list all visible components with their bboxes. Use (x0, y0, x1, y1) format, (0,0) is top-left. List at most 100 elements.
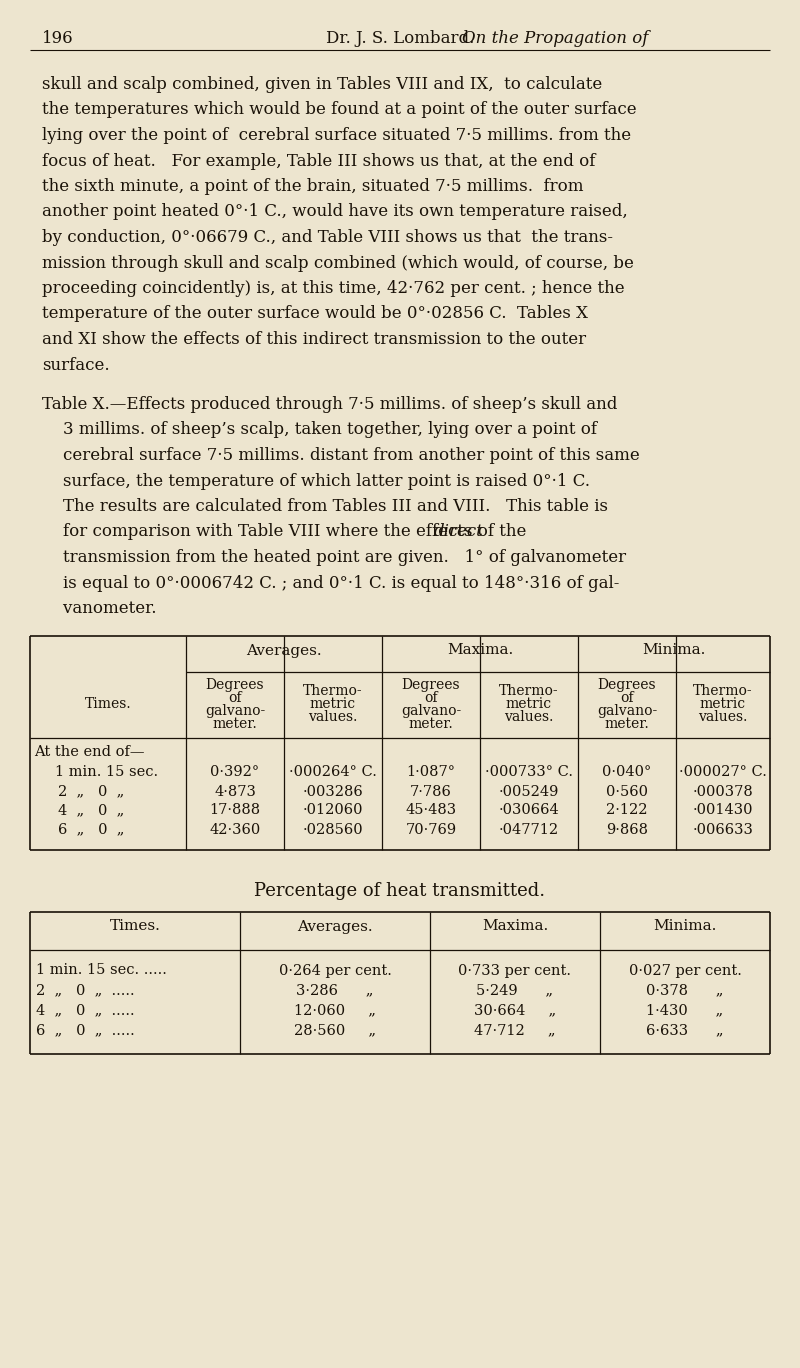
Text: 2·122: 2·122 (606, 803, 648, 818)
Text: ·001430: ·001430 (693, 803, 754, 818)
Text: Dr. J. S. Lombard.: Dr. J. S. Lombard. (326, 30, 474, 47)
Text: ·012060: ·012060 (302, 803, 363, 818)
Text: 70·769: 70·769 (406, 822, 457, 836)
Text: transmission from the heated point are given.   1° of galvanometer: transmission from the heated point are g… (42, 549, 626, 566)
Text: 0·264 per cent.: 0·264 per cent. (278, 963, 391, 978)
Text: cerebral surface 7·5 millims. distant from another point of this same: cerebral surface 7·5 millims. distant fr… (42, 447, 640, 464)
Text: metric: metric (506, 698, 552, 711)
Text: 196: 196 (42, 30, 74, 47)
Text: 28·560     „: 28·560 „ (294, 1023, 376, 1037)
Text: 0·027 per cent.: 0·027 per cent. (629, 963, 742, 978)
Text: Degrees: Degrees (402, 677, 460, 691)
Text: 47·712     „: 47·712 „ (474, 1023, 556, 1037)
Text: values.: values. (308, 710, 358, 724)
Text: Maxima.: Maxima. (482, 919, 548, 933)
Text: 4  „   0  „  .....: 4 „ 0 „ ..... (36, 1004, 134, 1018)
Text: 2  „   0  „: 2 „ 0 „ (58, 784, 124, 799)
Text: temperature of the outer surface would be 0°·02856 C.  Tables X: temperature of the outer surface would b… (42, 305, 588, 323)
Text: 1·087°: 1·087° (406, 766, 455, 780)
Text: is equal to 0°·0006742 C. ; and 0°·1 C. is equal to 148°·316 of gal-: is equal to 0°·0006742 C. ; and 0°·1 C. … (42, 575, 619, 591)
Text: 2  „   0  „  .....: 2 „ 0 „ ..... (36, 984, 134, 997)
Text: ·000378: ·000378 (693, 784, 754, 799)
Text: mission through skull and scalp combined (which would, of course, be: mission through skull and scalp combined… (42, 254, 634, 271)
Text: meter.: meter. (409, 717, 454, 731)
Text: 12·060     „: 12·060 „ (294, 1004, 376, 1018)
Text: At the end of—: At the end of— (34, 746, 145, 759)
Text: for comparison with Table VIII where the effects of the: for comparison with Table VIII where the… (42, 524, 532, 540)
Text: the temperatures which would be found at a point of the outer surface: the temperatures which would be found at… (42, 101, 637, 119)
Text: skull and scalp combined, given in Tables VIII and IX,  to calculate: skull and scalp combined, given in Table… (42, 77, 602, 93)
Text: 6  „   0  „  .....: 6 „ 0 „ ..... (36, 1023, 134, 1037)
Text: meter.: meter. (605, 717, 650, 731)
Text: 6  „   0  „: 6 „ 0 „ (58, 822, 124, 836)
Text: On the Propagation of: On the Propagation of (462, 30, 648, 47)
Text: Times.: Times. (110, 919, 161, 933)
Text: by conduction, 0°·06679 C., and Table VIII shows us that  the trans-: by conduction, 0°·06679 C., and Table VI… (42, 228, 613, 246)
Text: 6·633      „: 6·633 „ (646, 1023, 724, 1037)
Text: ·000027° C.: ·000027° C. (679, 766, 767, 780)
Text: galvano-: galvano- (205, 703, 265, 717)
Text: surface.: surface. (42, 357, 110, 373)
Text: 1 min. 15 sec.: 1 min. 15 sec. (55, 766, 158, 780)
Text: ·006633: ·006633 (693, 822, 754, 836)
Text: Averages.: Averages. (297, 919, 373, 933)
Text: 1·430      „: 1·430 „ (646, 1004, 723, 1018)
Text: 0·392°: 0·392° (210, 766, 259, 780)
Text: values.: values. (698, 710, 748, 724)
Text: surface, the temperature of which latter point is raised 0°·1 C.: surface, the temperature of which latter… (42, 472, 590, 490)
Text: 4·873: 4·873 (214, 784, 256, 799)
Text: galvano-: galvano- (597, 703, 657, 717)
Text: another point heated 0°·1 C., would have its own temperature raised,: another point heated 0°·1 C., would have… (42, 204, 628, 220)
Text: focus of heat.   For example, Table III shows us that, at the end of: focus of heat. For example, Table III sh… (42, 152, 595, 170)
Text: vanometer.: vanometer. (42, 601, 157, 617)
Text: ·028560: ·028560 (302, 822, 363, 836)
Text: values.: values. (504, 710, 554, 724)
Text: Maxima.: Maxima. (447, 643, 513, 658)
Text: 1 min. 15 sec. .....: 1 min. 15 sec. ..... (36, 963, 167, 978)
Text: Percentage of heat transmitted.: Percentage of heat transmitted. (254, 881, 546, 900)
Text: Thermo-: Thermo- (499, 684, 559, 698)
Text: metric: metric (310, 698, 356, 711)
Text: of: of (424, 691, 438, 705)
Text: Times.: Times. (85, 698, 131, 711)
Text: 42·360: 42·360 (210, 822, 261, 836)
Text: Degrees: Degrees (206, 677, 264, 691)
Text: 45·483: 45·483 (406, 803, 457, 818)
Text: galvano-: galvano- (401, 703, 461, 717)
Text: 0·378      „: 0·378 „ (646, 984, 724, 997)
Text: ·047712: ·047712 (499, 822, 559, 836)
Text: Thermo-: Thermo- (303, 684, 363, 698)
Text: 5·249      „: 5·249 „ (477, 984, 554, 997)
Text: the sixth minute, a point of the brain, situated 7·5 millims.  from: the sixth minute, a point of the brain, … (42, 178, 583, 196)
Text: 9·868: 9·868 (606, 822, 648, 836)
Text: lying over the point of  cerebral surface situated 7·5 millims. from the: lying over the point of cerebral surface… (42, 127, 631, 144)
Text: metric: metric (700, 698, 746, 711)
Text: 17·888: 17·888 (210, 803, 261, 818)
Text: ·000264° C.: ·000264° C. (289, 766, 377, 780)
Text: of: of (228, 691, 242, 705)
Text: and XI show the effects of this indirect transmission to the outer: and XI show the effects of this indirect… (42, 331, 586, 347)
Text: ·000733° C.: ·000733° C. (485, 766, 573, 780)
Text: Degrees: Degrees (598, 677, 656, 691)
Text: Thermo-: Thermo- (693, 684, 753, 698)
Text: Minima.: Minima. (654, 919, 717, 933)
Text: ·005249: ·005249 (499, 784, 559, 799)
Text: 3 millims. of sheep’s scalp, taken together, lying over a point of: 3 millims. of sheep’s scalp, taken toget… (42, 421, 597, 439)
Text: meter.: meter. (213, 717, 258, 731)
Text: 3·286      „: 3·286 „ (296, 984, 374, 997)
Text: Minima.: Minima. (642, 643, 706, 658)
Text: 0·560: 0·560 (606, 784, 648, 799)
Text: 4  „   0  „: 4 „ 0 „ (58, 803, 124, 818)
Text: 0·040°: 0·040° (602, 766, 652, 780)
Text: 30·664     „: 30·664 „ (474, 1004, 556, 1018)
Text: ·030664: ·030664 (498, 803, 559, 818)
Text: 7·786: 7·786 (410, 784, 452, 799)
Text: ·003286: ·003286 (302, 784, 363, 799)
Text: of: of (620, 691, 634, 705)
Text: Averages.: Averages. (246, 643, 322, 658)
Text: proceeding coincidently) is, at this time, 42·762 per cent. ; hence the: proceeding coincidently) is, at this tim… (42, 280, 625, 297)
Text: The results are calculated from Tables III and VIII.   This table is: The results are calculated from Tables I… (42, 498, 608, 514)
Text: Table X.—Effects produced through 7·5 millims. of sheep’s skull and: Table X.—Effects produced through 7·5 mi… (42, 395, 618, 413)
Text: direct: direct (434, 524, 483, 540)
Text: 0·733 per cent.: 0·733 per cent. (458, 963, 571, 978)
